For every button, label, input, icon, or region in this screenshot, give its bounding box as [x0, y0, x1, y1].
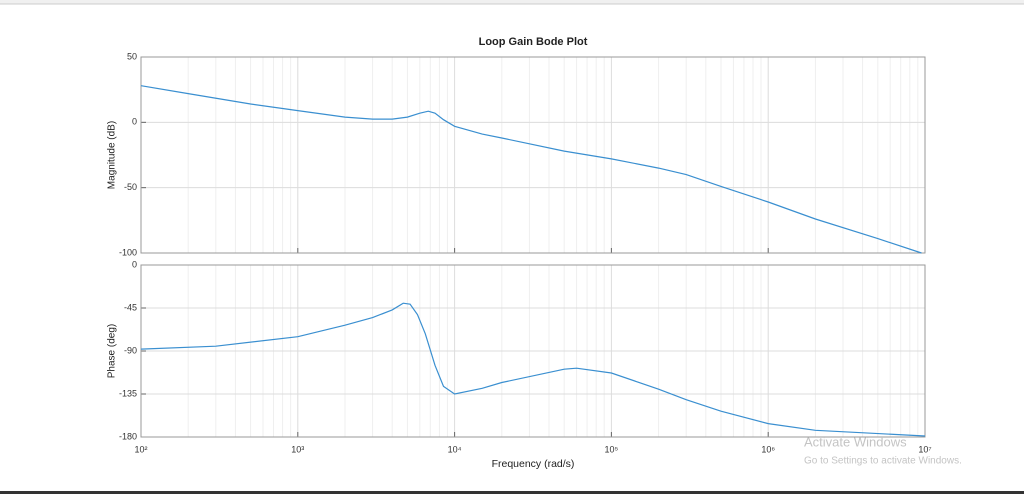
y-tick-label: 50 — [127, 51, 137, 61]
axes-background — [141, 57, 925, 253]
data-line — [140, 85, 922, 254]
x-tick-label: 10³ — [291, 444, 304, 454]
y-tick-label: 0 — [132, 117, 137, 127]
plots: 50 0 -50 -100 10² 10³ 10⁴ 10⁵ 10⁶ 10⁷ 0 -45 -90 -135 -… — [119, 51, 932, 454]
x-axis-label: Frequency (rad/s) — [492, 458, 575, 470]
y-tick-label: 0 — [132, 259, 137, 269]
x-tick-label: 10⁴ — [448, 444, 462, 454]
x-tick-label: 10⁵ — [605, 444, 619, 454]
y-tick-label: -180 — [119, 431, 137, 441]
top-strip — [0, 0, 1024, 4]
axes-box — [140, 56, 926, 254]
y-axis-label: Magnitude (dB) — [107, 121, 118, 189]
y-tick-label: -45 — [124, 302, 137, 312]
x-tick-label: 10⁶ — [761, 444, 775, 454]
watermark-subtitle: Go to Settings to activate Windows. — [804, 456, 962, 467]
x-tick-label: 10² — [134, 444, 147, 454]
axes-box — [140, 264, 926, 438]
y-tick-label: -50 — [124, 182, 137, 192]
y-tick-label: -90 — [124, 345, 137, 355]
y-tick-label: -135 — [119, 388, 137, 398]
data-line — [140, 302, 926, 437]
bottom-strip — [0, 491, 1024, 494]
y-tick-label: -100 — [119, 247, 137, 257]
chart-title: Loop Gain Bode Plot — [479, 36, 588, 48]
watermark-title: Activate Windows — [804, 434, 907, 449]
y-axis-label: Phase (deg) — [107, 324, 118, 378]
x-tick-label: 10⁷ — [918, 444, 931, 454]
